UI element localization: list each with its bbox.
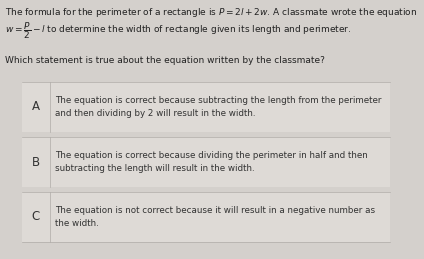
Text: A: A xyxy=(32,100,40,113)
Bar xyxy=(22,82,390,132)
Text: Which statement is true about the equation written by the classmate?: Which statement is true about the equati… xyxy=(5,56,325,65)
Text: The equation is correct because dividing the perimeter in half and then
subtract: The equation is correct because dividing… xyxy=(55,151,368,173)
Text: B: B xyxy=(32,155,40,169)
Text: The formula for the perimeter of a rectangle is $P = 2l + 2w$. A classmate wrote: The formula for the perimeter of a recta… xyxy=(5,6,417,19)
Text: C: C xyxy=(32,211,40,224)
Text: The equation is correct because subtracting the length from the perimeter
and th: The equation is correct because subtract… xyxy=(55,96,382,118)
Text: $w = \dfrac{P}{2} - l$ to determine the width of rectangle given its length and : $w = \dfrac{P}{2} - l$ to determine the … xyxy=(5,20,351,41)
Bar xyxy=(22,137,390,187)
Bar xyxy=(22,192,390,242)
Text: The equation is not correct because it will result in a negative number as
the w: The equation is not correct because it w… xyxy=(55,206,375,228)
